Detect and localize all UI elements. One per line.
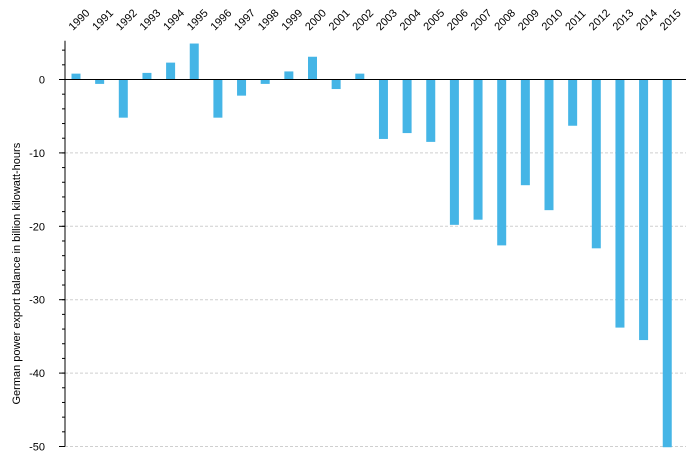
x-tick-label: 1991	[90, 7, 116, 33]
x-tick-label: 2008	[492, 7, 518, 33]
x-tick-label: 2010	[540, 7, 566, 33]
bar-2007	[473, 79, 483, 220]
x-tick-label: 1998	[256, 7, 282, 33]
bar-2003	[378, 79, 388, 139]
x-tick-label: 1997	[232, 7, 258, 33]
y-axis-ticks: 0 -10 -20 -30 -40 -50	[29, 49, 65, 454]
y-tick-label: -30	[29, 295, 45, 307]
bar-2009	[520, 79, 530, 186]
x-tick-label: 1996	[209, 7, 235, 33]
bar-2010	[544, 79, 554, 211]
bar-1991	[95, 79, 105, 84]
y-axis-title: German power export balance in billion k…	[11, 142, 23, 404]
bar-2002	[355, 73, 365, 80]
x-tick-label: 2015	[658, 7, 684, 33]
x-tick-label: 2013	[611, 7, 637, 33]
x-tick-label: 2006	[445, 7, 471, 33]
y-tick-label: -10	[29, 148, 45, 160]
bar-2011	[568, 79, 578, 126]
bar-1993	[142, 72, 152, 80]
bar-2004	[402, 79, 412, 134]
bar-1999	[284, 71, 294, 80]
bar-2012	[591, 79, 601, 249]
bar-2015	[662, 79, 672, 448]
x-tick-label: 1999	[279, 7, 305, 33]
bar-1994	[166, 62, 176, 80]
x-tick-label: 2002	[350, 7, 376, 33]
bar-2013	[615, 79, 625, 328]
x-tick-label: 2014	[634, 7, 660, 33]
x-tick-label: 2000	[303, 7, 329, 33]
gridlines	[65, 152, 686, 447]
x-tick-label: 2001	[327, 7, 353, 33]
y-tick-label: 0	[39, 75, 45, 87]
bar-1996	[213, 79, 223, 118]
x-tick-label: 2011	[563, 8, 588, 33]
x-tick-label: 2009	[516, 7, 542, 33]
x-tick-label: 2007	[469, 7, 495, 33]
x-tick-label: 2003	[374, 7, 400, 33]
bar-1995	[189, 43, 199, 80]
y-tick-label: -50	[29, 442, 45, 454]
x-tick-label: 2012	[587, 7, 613, 33]
x-tick-label: 1993	[138, 7, 164, 33]
bar-1990	[71, 73, 81, 80]
bar-1992	[118, 79, 128, 118]
bar-2008	[497, 79, 507, 246]
x-tick-label: 1992	[114, 7, 140, 33]
bar-1998	[260, 79, 270, 84]
x-axis-labels: 1990199119921993199419951996199719981999…	[67, 7, 684, 33]
x-tick-label: 2005	[421, 7, 447, 33]
bar-2000	[308, 56, 317, 80]
y-tick-label: -20	[29, 221, 45, 233]
x-tick-label: 1990	[67, 7, 93, 33]
bar-2014	[639, 79, 649, 341]
x-tick-label: 2004	[398, 7, 424, 33]
x-tick-label: 1995	[185, 7, 211, 33]
bar-2001	[331, 79, 341, 90]
x-tick-label: 1994	[161, 7, 187, 33]
bar-1997	[237, 79, 247, 96]
bar-2006	[449, 79, 459, 225]
y-tick-label: -40	[29, 368, 45, 380]
bars	[71, 43, 672, 448]
bar-2005	[426, 79, 436, 142]
